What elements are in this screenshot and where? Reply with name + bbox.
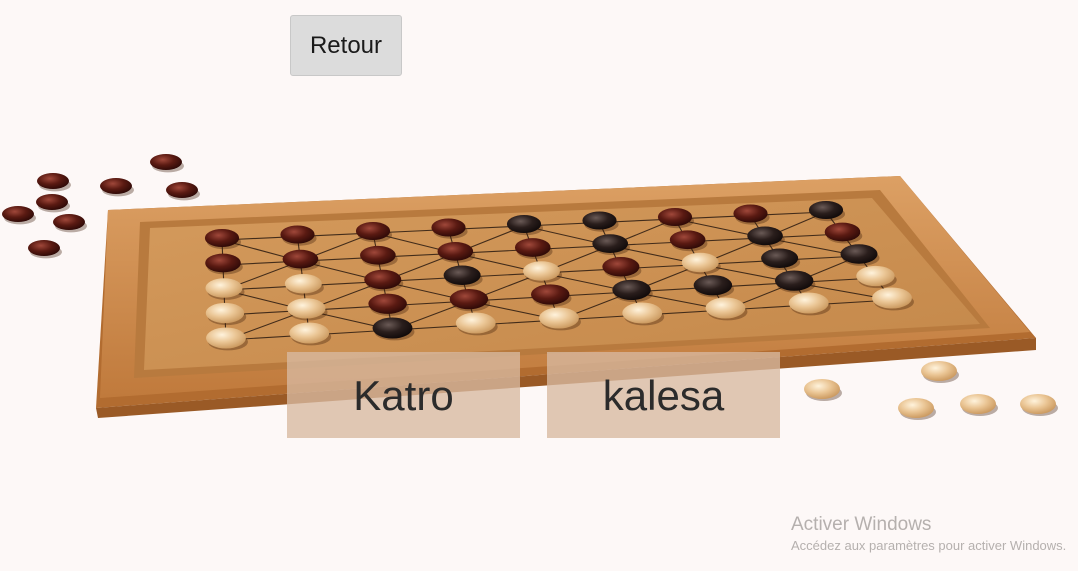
back-button[interactable]: Retour [290, 15, 402, 76]
kalesa-game-button[interactable]: kalesa [547, 352, 780, 438]
windows-activation-watermark: Activer Windows Accédez aux paramètres p… [791, 514, 1078, 556]
watermark-title: Activer Windows [791, 514, 932, 535]
katro-game-button[interactable]: Katro [287, 352, 520, 438]
watermark-subtitle: Accédez aux paramètres pour activer Wind… [791, 538, 1067, 553]
